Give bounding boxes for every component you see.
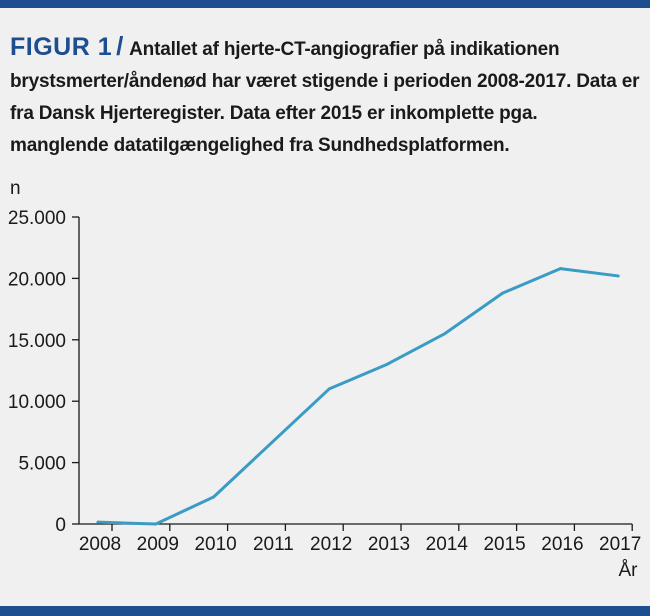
series-line xyxy=(96,267,620,526)
y-tick-label: 0 xyxy=(55,515,66,536)
x-tick-label: 2009 xyxy=(137,534,179,555)
data-point xyxy=(270,441,273,445)
data-point xyxy=(154,522,158,526)
bottom-rule xyxy=(0,606,650,616)
x-tick-label: 2015 xyxy=(483,534,525,555)
data-point xyxy=(443,332,447,336)
data-point xyxy=(327,387,331,391)
series-group xyxy=(96,267,620,526)
data-point xyxy=(96,520,100,524)
y-axis: 0 5.000 10.000 15.000 20.000 25.000 xyxy=(8,208,80,536)
x-tick-label: 2012 xyxy=(310,534,352,555)
y-axis-label: n xyxy=(10,178,21,199)
y-tick-label: 15.000 xyxy=(8,331,66,352)
y-tick-label: 25.000 xyxy=(8,208,66,229)
caption-text: Antallet af hjerte-CT-angiografier på in… xyxy=(10,39,640,156)
x-axis-label: År xyxy=(619,560,639,581)
x-tick-label: 2016 xyxy=(541,534,583,555)
x-tick-label: 2010 xyxy=(194,534,236,555)
x-tick-label: 2014 xyxy=(426,534,469,555)
x-axis: 2008 2009 2010 2011 2012 2013 2014 2015 2016 2017 xyxy=(79,523,641,555)
x-tick-label: 2013 xyxy=(368,534,410,555)
y-tick-label: 5.000 xyxy=(18,454,66,475)
data-point xyxy=(501,291,504,295)
figure-separator: / xyxy=(116,31,124,61)
y-tick-label: 20.000 xyxy=(8,269,66,290)
figure-label: FIGUR 1 xyxy=(10,33,113,61)
data-point xyxy=(559,267,562,270)
y-tick-label: 10.000 xyxy=(8,392,66,413)
x-tick-label: 2008 xyxy=(79,534,121,555)
data-point xyxy=(616,274,620,278)
top-rule xyxy=(0,0,650,8)
figure-caption: FIGUR 1/Antallet af hjerte-CT-angiografi… xyxy=(10,30,640,162)
x-tick-label: 2017 xyxy=(599,534,641,555)
data-point xyxy=(212,495,216,499)
x-tick-label: 2011 xyxy=(253,534,294,555)
data-point xyxy=(385,362,389,366)
